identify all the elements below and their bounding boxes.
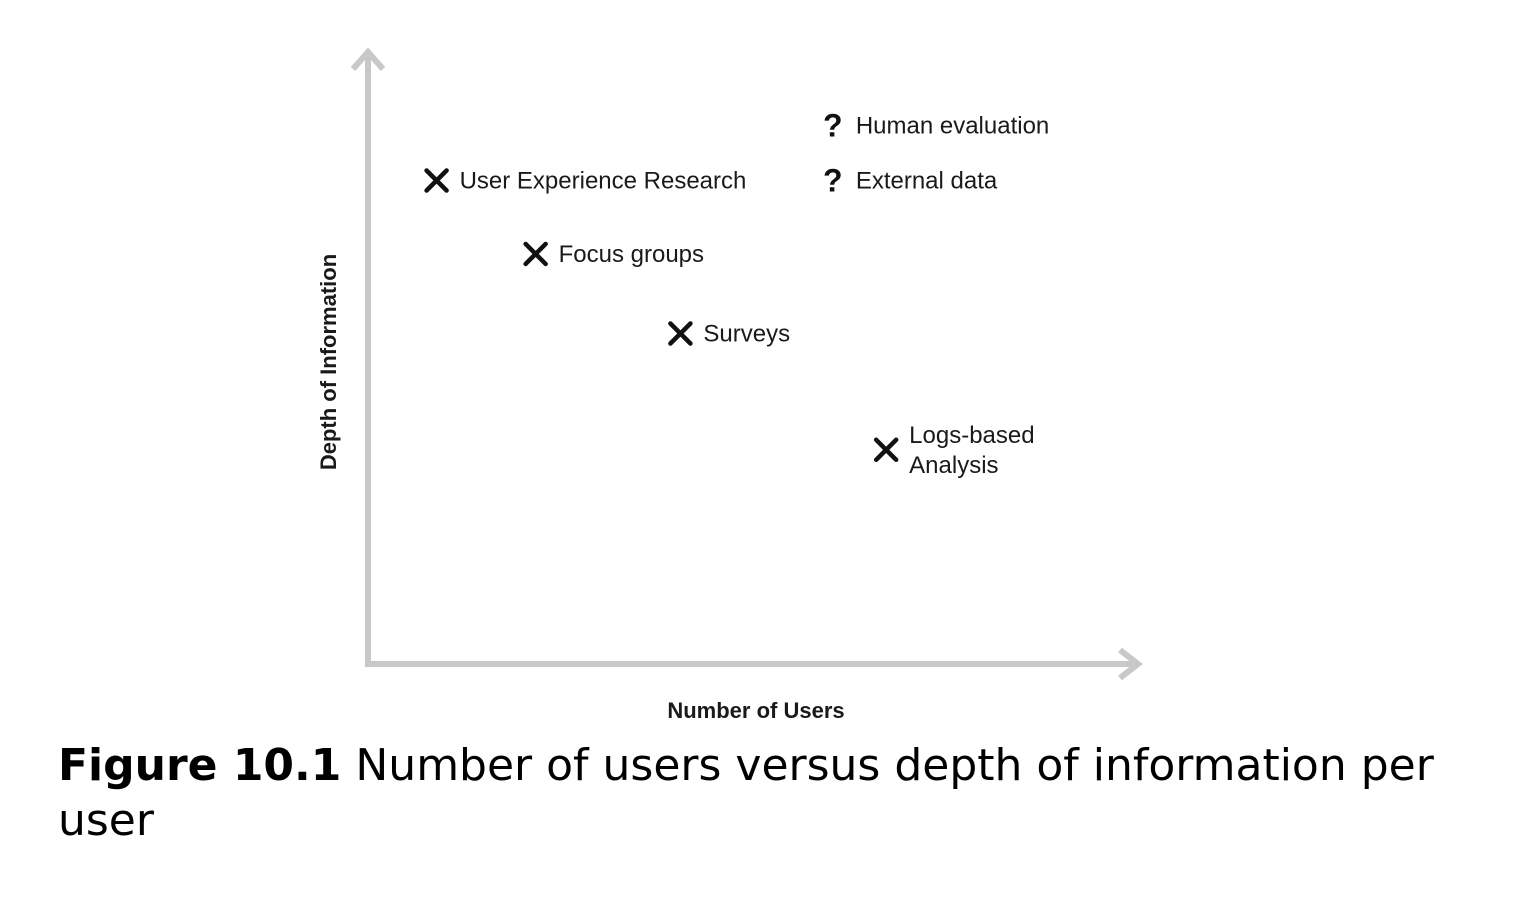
point-label-line: Analysis xyxy=(909,452,998,479)
data-points: User Experience Research Focus groups Surv… xyxy=(424,107,1049,479)
point-label: Logs-based Analysis xyxy=(909,422,1034,479)
scatter-chart: Number of Users Depth of Information Use… xyxy=(316,47,1143,723)
figure-caption-text: Number of users versus depth of informat… xyxy=(58,740,1434,846)
point-label: External data xyxy=(856,168,998,195)
point-label-line: Human evaluation xyxy=(856,112,1049,139)
x-marker-stroke xyxy=(873,437,899,463)
question-marker: ? xyxy=(823,107,843,143)
figure-caption: Figure 10.1 Number of users versus depth… xyxy=(58,738,1498,848)
point-label: User Experience Research xyxy=(460,168,747,195)
point-label: Surveys xyxy=(703,321,790,348)
x-axis-label: Number of Users xyxy=(667,698,844,723)
point-label-line: External data xyxy=(856,168,998,195)
x-marker-stroke xyxy=(424,168,449,193)
point-label-line: User Experience Research xyxy=(460,168,747,195)
data-point: ? Human evaluation xyxy=(823,107,1049,143)
point-label: Focus groups xyxy=(559,241,704,268)
data-point: User Experience Research xyxy=(424,168,747,195)
x-axis-arrowhead xyxy=(1118,647,1143,681)
question-marker: ? xyxy=(823,163,843,199)
point-label-line: Logs-based xyxy=(909,422,1034,449)
chart-axes xyxy=(350,47,1143,681)
point-label-line: Focus groups xyxy=(559,241,704,268)
point-label: Human evaluation xyxy=(856,112,1049,139)
x-marker-stroke xyxy=(523,241,548,267)
y-axis-arrowhead xyxy=(350,47,386,71)
figure-number: Figure 10.1 xyxy=(58,740,342,791)
data-point: Surveys xyxy=(668,321,790,348)
data-point: Focus groups xyxy=(523,241,704,268)
data-point: ? External data xyxy=(823,163,998,199)
data-point: Logs-based Analysis xyxy=(873,422,1035,479)
x-marker-stroke xyxy=(668,321,693,346)
point-label-line: Surveys xyxy=(703,321,790,348)
y-axis-label: Depth of Information xyxy=(316,254,341,470)
